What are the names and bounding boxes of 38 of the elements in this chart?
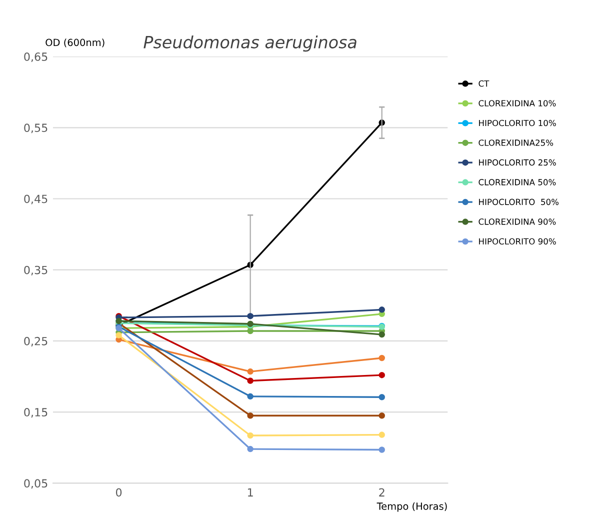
point [247,432,254,439]
legend-label: CLOREXIDINA 90% [478,218,556,225]
y-tick-label: 0,35 [24,266,48,276]
legend-label: HIPOCLORITO 10% [479,120,556,126]
legend-label: CLOREXIDINA 50% [478,179,556,186]
y-tick-label: 0,55 [24,124,48,134]
x-tick-label: 2 [379,488,384,496]
x-tick-label: 0 [116,488,122,497]
point [378,394,385,400]
chart-title: Pseudomonas aeruginosa [144,36,356,52]
legend-label: CT [478,80,490,87]
point [247,393,254,400]
point [378,331,385,338]
point [247,446,254,452]
y-tick-label: 0,65 [24,52,48,62]
legend-label: HIPOCLORITO 25% [479,159,556,166]
point [247,368,254,375]
legend-label: HIPOCLORITO 50% [479,198,559,206]
point [378,432,385,438]
y-tick-label: 0,25 [24,336,48,346]
x-tick-label: 1 [248,488,253,496]
point [378,354,385,362]
point [247,412,254,419]
y-tick-label: 0,45 [24,194,48,204]
point [378,412,385,419]
point [247,328,254,334]
y-tick-label: 0,05 [24,479,48,489]
point [378,446,385,453]
x-axis-title: Tempo (Horas) [376,502,447,512]
legend-label: HIPOCLORITO 90% [479,238,556,245]
point [247,378,254,384]
legend-label: CLOREXIDINA25% [478,140,554,146]
point [378,372,385,378]
point [116,332,122,338]
legend-label: CLOREXIDINA 10% [478,100,556,106]
point [378,306,385,313]
y-axis-title: OD (600nm) [46,38,104,48]
y-tick-label: 0,15 [24,408,48,418]
